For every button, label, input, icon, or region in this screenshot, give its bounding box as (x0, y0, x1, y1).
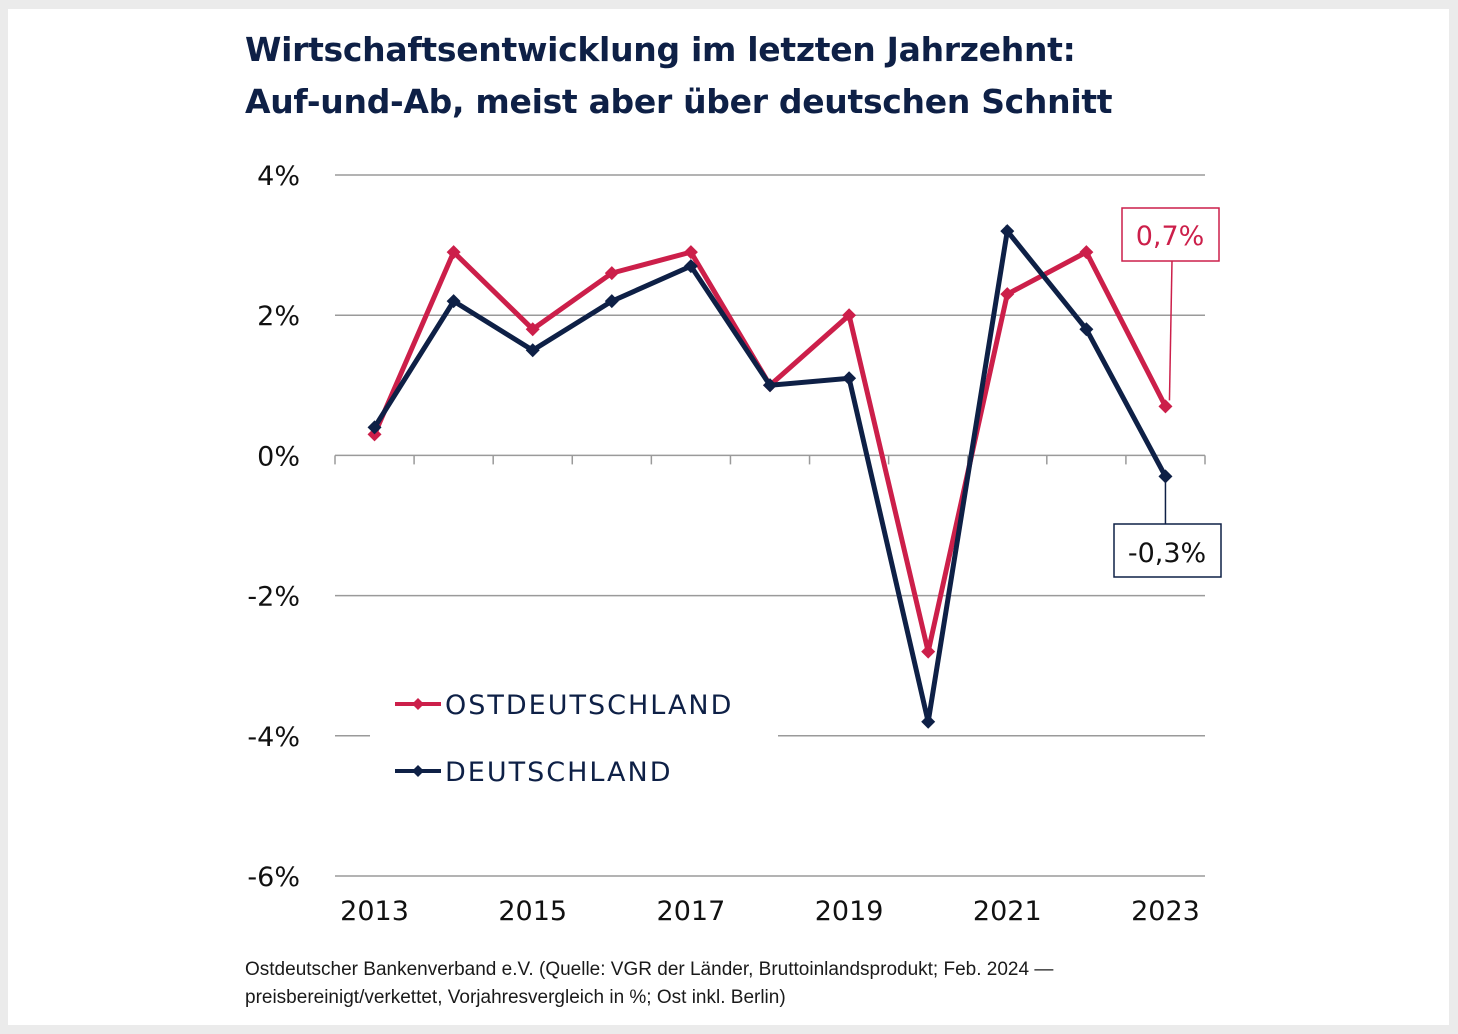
y-tick-label: 0% (257, 441, 300, 472)
legend-swatch-marker (412, 765, 424, 777)
series-line (372, 247, 1168, 653)
chart-title-line-2: Auf-und-Ab, meist aber über deutschen Sc… (245, 82, 1113, 121)
x-tick-label: 2017 (657, 896, 726, 927)
value-callouts: 0,7% -0,3% (1113, 207, 1222, 578)
source-note: Ostdeutscher Bankenverband e.V. (Quelle:… (245, 956, 1053, 1012)
legend-label: DEUTSCHLAND (445, 757, 673, 788)
data-point-marker (763, 378, 777, 393)
data-point-marker (1158, 399, 1173, 414)
legend: OSTDEUTSCHLAND DEUTSCHLAND (395, 690, 733, 788)
callout-box-de (1113, 523, 1222, 578)
y-tick-label: 2% (257, 301, 300, 332)
chart-title-line-1: Wirtschaftsentwicklung im letzten Jahrze… (245, 30, 1076, 69)
x-tick-label: 2013 (340, 896, 409, 927)
callout-box-ost (1121, 207, 1220, 262)
data-point-marker (525, 322, 540, 337)
data-point-marker (1079, 322, 1094, 337)
data-point-marker (604, 294, 619, 309)
data-point-marker (1000, 287, 1015, 302)
legend-label: OSTDEUTSCHLAND (445, 690, 733, 721)
legend-swatch-marker (412, 698, 424, 710)
y-tick-label: -2% (247, 582, 300, 613)
y-tick-label: 4% (257, 161, 300, 192)
data-point-marker (683, 259, 698, 274)
source-note-line-2: preisbereinigt/verkettet, Vorjahresvergl… (245, 987, 786, 1008)
series-deutschland (367, 224, 1173, 729)
data-point-marker (367, 420, 382, 435)
data-point-marker (1079, 245, 1094, 260)
x-tick-label: 2021 (973, 896, 1042, 927)
callout-label-de: -0,3% (1128, 538, 1206, 569)
x-tick-label: 2023 (1131, 896, 1200, 927)
series-lines (367, 224, 1173, 729)
data-point-marker (604, 266, 619, 281)
y-tick-label: -6% (247, 862, 300, 893)
data-point-marker (446, 294, 461, 309)
y-tick-label: -4% (247, 722, 300, 753)
x-tick-label: 2019 (815, 896, 884, 927)
series-line (372, 225, 1168, 723)
callout-label-ost: 0,7% (1136, 221, 1205, 252)
data-point-marker (525, 343, 540, 358)
data-point-marker (367, 427, 382, 442)
data-point-marker (842, 308, 857, 323)
callout-leader-ost (1168, 260, 1173, 401)
y-axis-tick-labels: 4% 2% 0% -2% -4% -6% (247, 161, 300, 893)
x-tick-label: 2015 (498, 896, 567, 927)
series-ostdeutschland (367, 245, 1173, 659)
chart-frame (8, 9, 1449, 1025)
data-point-marker (921, 644, 936, 659)
data-point-marker (921, 714, 936, 729)
source-note-line-1: Ostdeutscher Bankenverband e.V. (Quelle:… (245, 959, 1054, 980)
chart-title: Wirtschaftsentwicklung im letzten Jahrze… (245, 24, 1113, 128)
x-axis-tick-labels: 2013 2015 2017 2019 2021 2023 (340, 896, 1200, 927)
data-point-marker (683, 245, 698, 260)
data-point-marker (842, 371, 857, 386)
x-axis (334, 454, 1206, 465)
data-point-marker (446, 245, 461, 260)
data-point-marker (1000, 224, 1015, 239)
